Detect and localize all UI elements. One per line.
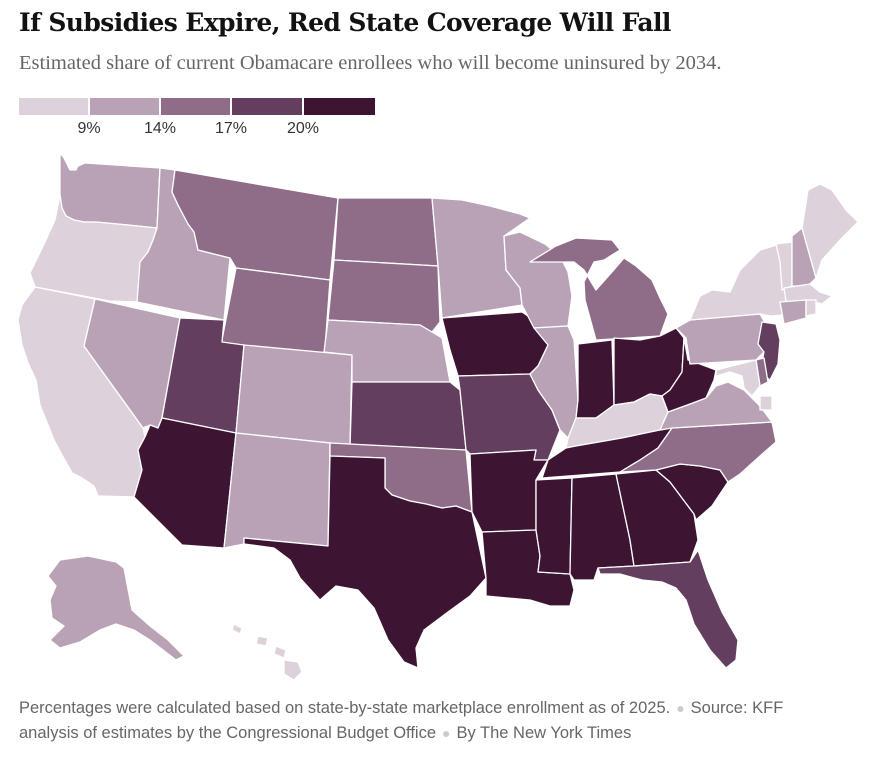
state-alaska[interactable] [47,555,185,661]
legend-tick-9: 9% [77,120,101,137]
state-florida[interactable] [597,549,739,669]
state-maine[interactable] [801,183,859,279]
chart-subtitle: Estimated share of current Obamacare enr… [19,52,722,74]
state-texas[interactable] [243,455,487,669]
footer-note: Percentages were calculated based on sta… [19,699,671,717]
state-indiana[interactable] [575,339,615,419]
chart-title: If Subsidies Expire, Red State Coverage … [19,8,671,37]
state-new-mexico[interactable] [223,432,331,549]
state-rhode-island[interactable] [805,299,817,317]
source-detail: analysis of estimates by the Congression… [19,724,437,742]
state-kansas[interactable] [349,381,467,451]
footer: Percentages were calculated based on sta… [19,696,849,746]
state-connecticut[interactable] [779,299,807,325]
state-mississippi[interactable] [535,477,573,575]
legend-bin-3 [161,98,230,115]
state-montana[interactable] [171,169,339,281]
state-district-of-columbia[interactable] [759,395,773,411]
color-legend: 9% 14% 17% 20% [19,98,379,142]
byline: By The New York Times [456,724,632,742]
separator-dot: ● [676,700,685,716]
state-california[interactable] [17,286,146,498]
state-new-hampshire[interactable] [791,227,817,287]
source-label: Source: KFF [690,699,784,717]
legend-tick-14: 14% [143,120,177,137]
state-north-dakota[interactable] [333,197,439,267]
legend-bin-4 [232,98,302,115]
state-maryland[interactable] [715,359,761,397]
legend-bin-1 [19,98,88,115]
state-illinois[interactable] [529,325,579,439]
state-west-virginia[interactable] [661,337,717,413]
state-colorado[interactable] [235,344,353,446]
state-pennsylvania[interactable] [675,313,769,365]
state-hawaii[interactable] [231,623,303,681]
state-arizona[interactable] [133,417,237,549]
legend-bin-2 [90,98,159,115]
legend-tick-17: 17% [214,120,248,137]
legend-bin-5 [304,98,375,115]
legend-tick-20: 20% [286,120,320,137]
state-washington[interactable] [59,152,161,229]
separator-dot: ● [442,725,451,741]
